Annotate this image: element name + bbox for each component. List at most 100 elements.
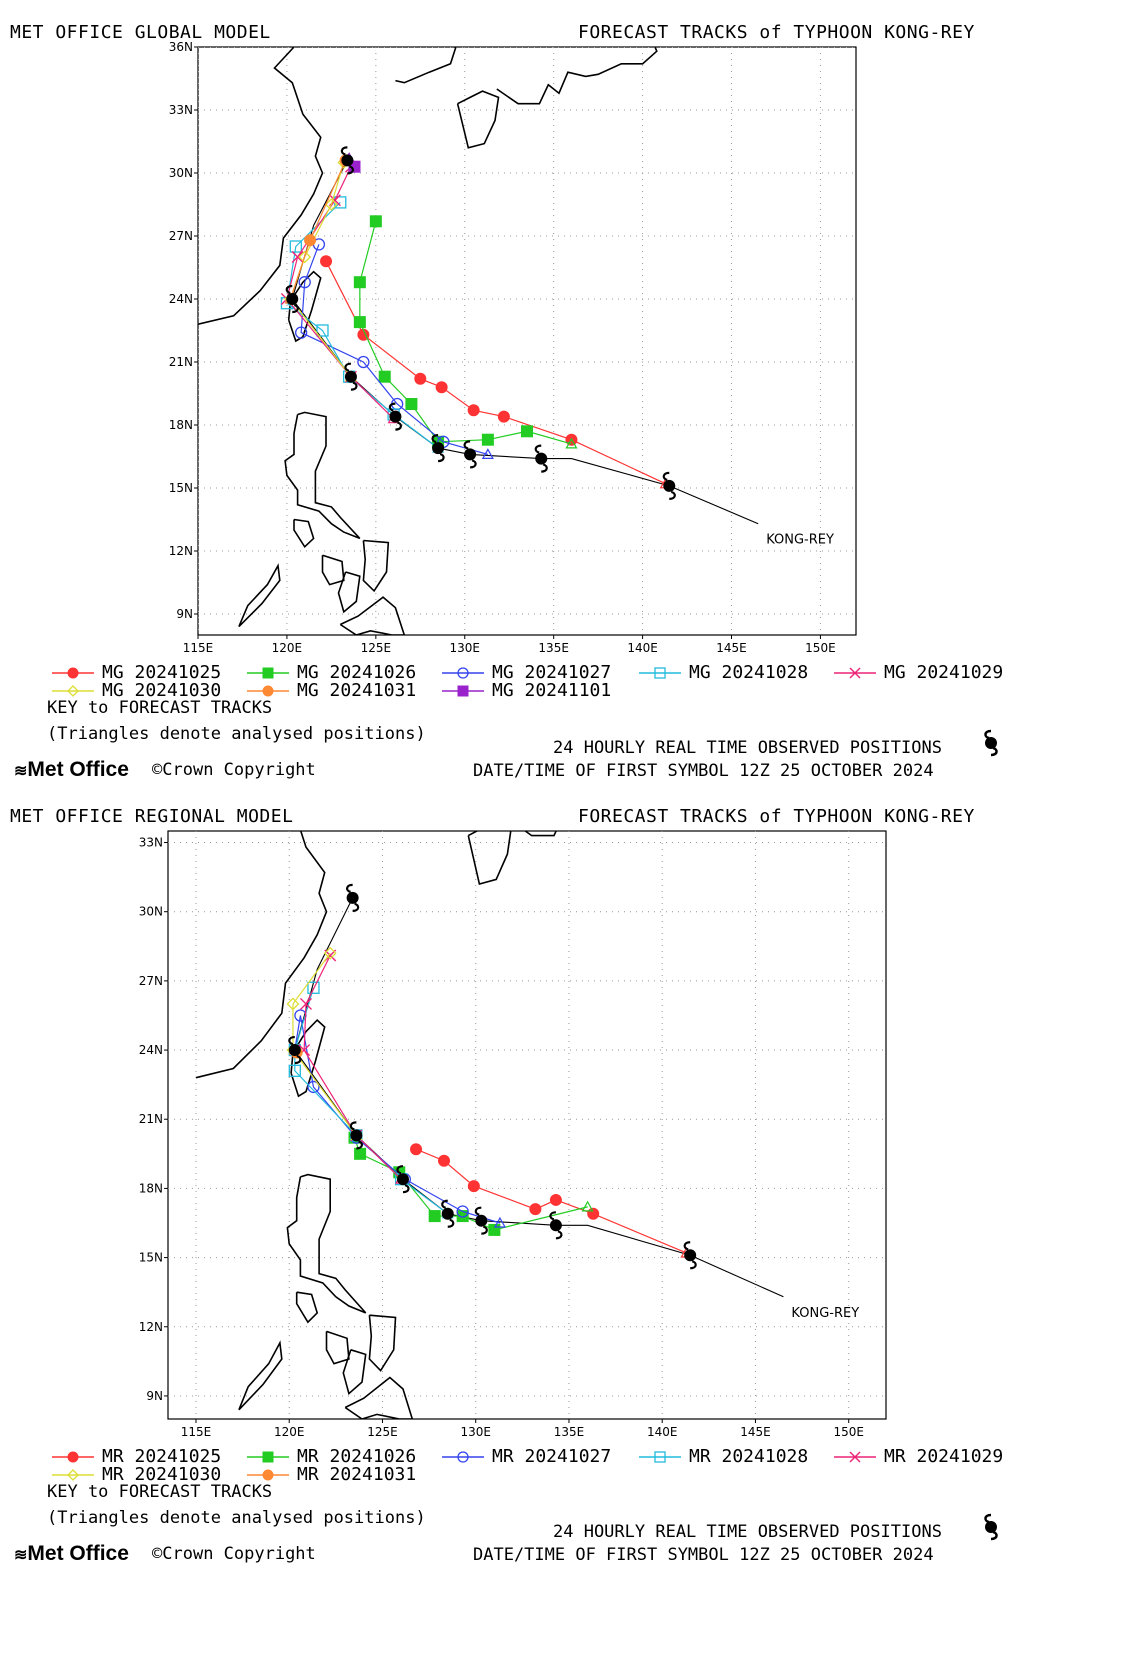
legend-label: MR 20241027 <box>492 1446 612 1467</box>
lat-tick-label: 24N <box>169 292 193 306</box>
legend-swatch <box>247 667 289 678</box>
track-point <box>581 1200 594 1212</box>
track-point <box>307 1080 320 1094</box>
lon-tick-label: 115E <box>181 1425 212 1439</box>
legend-item: MG 20241029 <box>832 662 1003 683</box>
legend-label: MR 20241031 <box>297 1464 417 1485</box>
track-point <box>369 215 382 228</box>
track-point <box>529 1203 542 1216</box>
legend-swatch <box>52 1451 94 1462</box>
legend-label: MR 20241028 <box>689 1446 809 1467</box>
coastline <box>238 563 281 628</box>
track-point <box>497 410 510 423</box>
track-point <box>304 234 317 247</box>
track-point <box>323 946 337 960</box>
coastline <box>395 47 457 84</box>
lon-tick-label: 135E <box>538 641 569 655</box>
lat-tick-label: 21N <box>169 355 193 369</box>
coastline <box>344 1376 414 1419</box>
coastline <box>362 539 390 593</box>
track-point <box>320 255 333 268</box>
track-point <box>456 1210 469 1223</box>
track-point <box>353 276 366 289</box>
panel2-first-symbol: DATE/TIME OF FIRST SYMBOL 12Z 25 OCTOBER… <box>473 1545 934 1565</box>
map-frame <box>167 830 887 1420</box>
observed-position-icon <box>432 442 445 455</box>
lon-tick-label: 115E <box>183 641 214 655</box>
legend-label: MG 20241031 <box>297 680 417 701</box>
lon-tick-label: 145E <box>716 641 747 655</box>
lon-tick-label: 125E <box>367 1425 398 1439</box>
legend-item: MR 20241025 <box>50 1446 221 1467</box>
track-point <box>298 276 311 289</box>
lat-tick-label: 27N <box>169 229 193 243</box>
lat-tick-label: 33N <box>139 836 163 850</box>
coastline <box>293 518 315 549</box>
track-point <box>289 240 302 253</box>
panel1-key-title: KEY to FORECAST TRACKS <box>47 698 273 718</box>
lat-tick-label: 27N <box>139 974 163 988</box>
legend-item: MR 20241029 <box>832 1446 1003 1467</box>
panel2-model-title: MET OFFICE REGIONAL MODEL <box>10 806 294 827</box>
track-point <box>488 1223 501 1236</box>
legend-item: MG 20241031 <box>245 680 416 701</box>
legend-swatch <box>442 685 484 696</box>
lon-tick-label: 135E <box>554 1425 585 1439</box>
legend-label: MR 20241026 <box>297 1446 417 1467</box>
lat-tick-label: 36N <box>169 40 193 54</box>
observed-position-icon <box>663 479 676 492</box>
copyright-text: Crown Copyright <box>162 760 316 780</box>
legend-item: MG 20241101 <box>440 680 611 701</box>
legend-label: MR 20241025 <box>102 1446 222 1467</box>
copyright-text: Crown Copyright <box>162 1544 316 1564</box>
lat-tick-label: 33N <box>169 103 193 117</box>
panel2-key-title: KEY to FORECAST TRACKS <box>47 1482 273 1502</box>
copyright-icon: © <box>152 1544 163 1564</box>
legend-swatch <box>639 666 681 679</box>
storm-label: KONG-REY <box>791 1306 859 1321</box>
track-point <box>307 981 320 994</box>
panel2-forecast-title: FORECAST TRACKS of TYPHOON KONG-REY <box>578 806 975 827</box>
legend-item: MR 20241027 <box>440 1446 611 1467</box>
storm-label: KONG-REY <box>766 533 834 548</box>
lat-tick-label: 9N <box>146 1389 163 1403</box>
lat-tick-label: 30N <box>169 166 193 180</box>
legend-item: MG 20241027 <box>440 662 611 683</box>
coastline <box>284 411 361 540</box>
panel2-observed-label: 24 HOURLY REAL TIME OBSERVED POSITIONS <box>553 1522 942 1542</box>
coastline <box>198 47 324 325</box>
coastline <box>295 1291 319 1324</box>
lat-tick-label: 15N <box>139 1251 163 1265</box>
track-point <box>414 372 427 385</box>
coastline <box>342 1349 367 1396</box>
panel1-key-note: (Triangles denote analysed positions) <box>47 724 426 744</box>
observed-position-icon <box>350 1129 363 1142</box>
track-point <box>288 1064 301 1077</box>
observed-position-icon <box>346 891 359 904</box>
legend-label: MG 20241029 <box>884 662 1004 683</box>
logo-text: Met Office <box>27 1542 129 1565</box>
track-point <box>405 398 418 410</box>
lat-tick-label: 30N <box>139 905 163 919</box>
lon-tick-label: 150E <box>805 641 836 655</box>
coastline <box>195 831 328 1079</box>
observed-position-icon <box>396 1173 409 1186</box>
track-point <box>410 1143 423 1156</box>
coastline <box>456 90 500 149</box>
legend-swatch <box>247 685 289 696</box>
legend-label: MG 20241030 <box>102 680 222 701</box>
panel1-map: KONG-REY 115E 120E 125E 130E 135E 140E 145E 150E… <box>169 40 857 655</box>
legend-label: MR 20241029 <box>884 1446 1004 1467</box>
observed-position-icon <box>341 154 354 167</box>
track-point <box>298 250 312 264</box>
panel2-map: KONG-REY 115E 120E 125E 130E 135E 140E 145E 150E… <box>139 830 887 1439</box>
coastline <box>286 1173 367 1314</box>
panel1-model-title: MET OFFICE GLOBAL MODEL <box>10 22 271 43</box>
lon-tick-label: 125E <box>361 641 392 655</box>
lon-tick-label: 130E <box>450 641 481 655</box>
observed-position-icon <box>684 1249 697 1262</box>
track-point <box>291 251 304 263</box>
lat-tick-label: 9N <box>176 607 193 621</box>
track-point <box>324 198 338 211</box>
legend-swatch <box>639 1450 681 1463</box>
